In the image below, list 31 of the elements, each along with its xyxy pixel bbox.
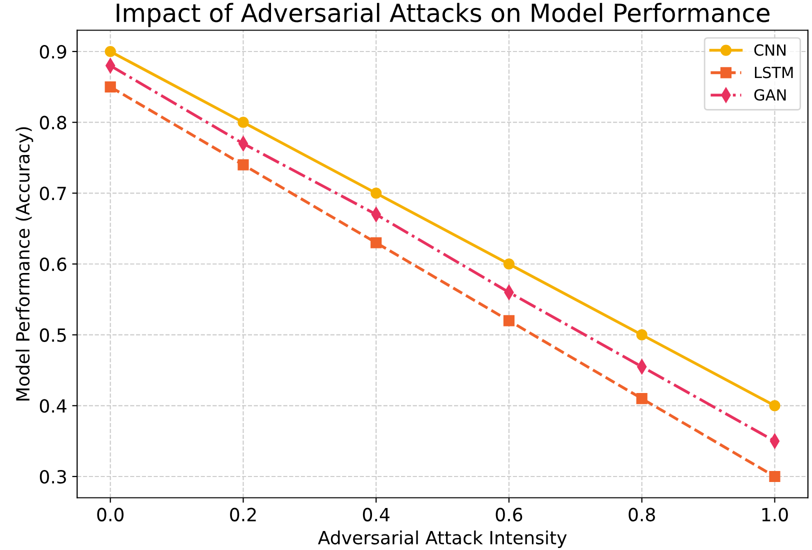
point bbox=[238, 159, 249, 170]
point bbox=[503, 258, 515, 270]
point bbox=[370, 237, 382, 248]
legend-label: CNN bbox=[754, 44, 786, 56]
point bbox=[370, 188, 382, 199]
y-tick-label: 0.3 bbox=[40, 470, 66, 484]
x-tick-label: 0.6 bbox=[496, 508, 522, 522]
legend-label: GAN bbox=[754, 89, 786, 101]
chart-title: Impact of Adversarial Attacks on Model Performance bbox=[116, 2, 770, 28]
y-tick-label: 0.9 bbox=[40, 44, 66, 59]
x-tick-label: 0.4 bbox=[362, 508, 390, 522]
y-tick-label: 0.5 bbox=[40, 328, 66, 342]
x-tick-label: 0.2 bbox=[230, 508, 256, 522]
point bbox=[104, 46, 116, 58]
point bbox=[636, 329, 648, 340]
point bbox=[769, 470, 780, 482]
point bbox=[238, 116, 249, 128]
point bbox=[503, 315, 515, 326]
y-axis-title: Model Performance (Accuracy) bbox=[16, 127, 34, 401]
point bbox=[769, 400, 780, 412]
legend-label: LSTM bbox=[754, 66, 793, 78]
x-tick-label: 0.8 bbox=[628, 508, 655, 522]
x-tick-label: 0.0 bbox=[97, 508, 124, 522]
y-tick-label: 0.6 bbox=[40, 257, 66, 272]
point bbox=[104, 81, 116, 92]
x-tick-label: 1.0 bbox=[762, 508, 788, 522]
point bbox=[636, 393, 648, 404]
y-tick-label: 0.7 bbox=[40, 186, 66, 200]
x-axis-title: Adversarial Attack Intensity bbox=[318, 530, 567, 548]
y-tick-label: 0.8 bbox=[40, 116, 66, 130]
y-tick-label: 0.4 bbox=[40, 399, 66, 413]
